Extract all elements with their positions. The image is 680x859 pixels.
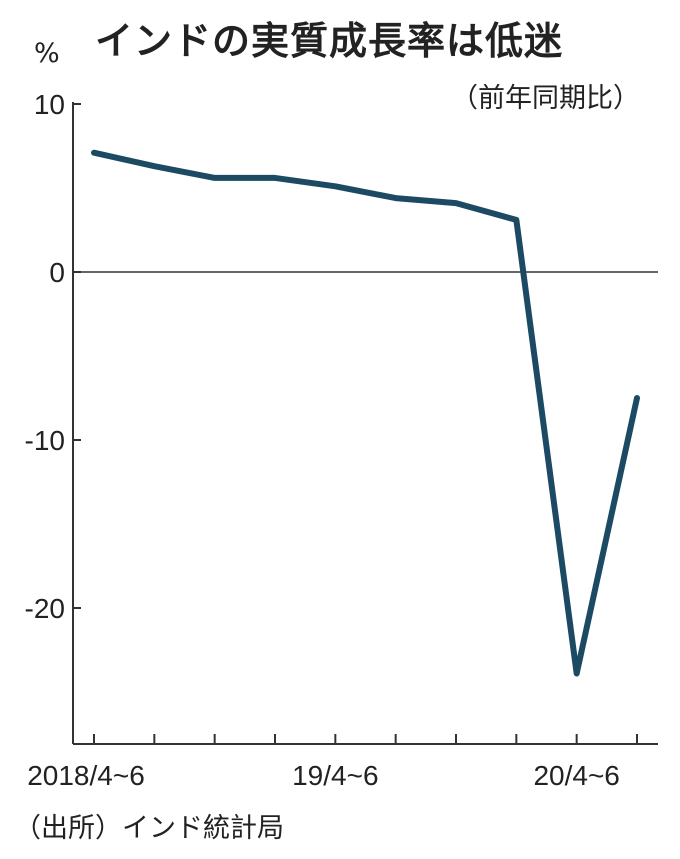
x-tick-label: 2018/4~6 xyxy=(27,760,145,791)
y-tick-label: -20 xyxy=(25,593,65,624)
source-note: （出所）インド統計局 xyxy=(14,813,284,844)
y-axis-unit: % xyxy=(34,38,60,69)
series-line xyxy=(91,149,640,677)
y-tick-label: -10 xyxy=(25,425,65,456)
chart-subtitle: （前年同期比） xyxy=(451,83,640,114)
y-tick-label: 0 xyxy=(49,257,65,288)
x-tick-label: 19/4~6 xyxy=(292,760,378,791)
x-tick-label: 20/4~6 xyxy=(533,760,619,791)
y-tick-label: 10 xyxy=(34,89,65,120)
chart-title: インドの実質成長率は低迷 xyxy=(95,19,564,63)
